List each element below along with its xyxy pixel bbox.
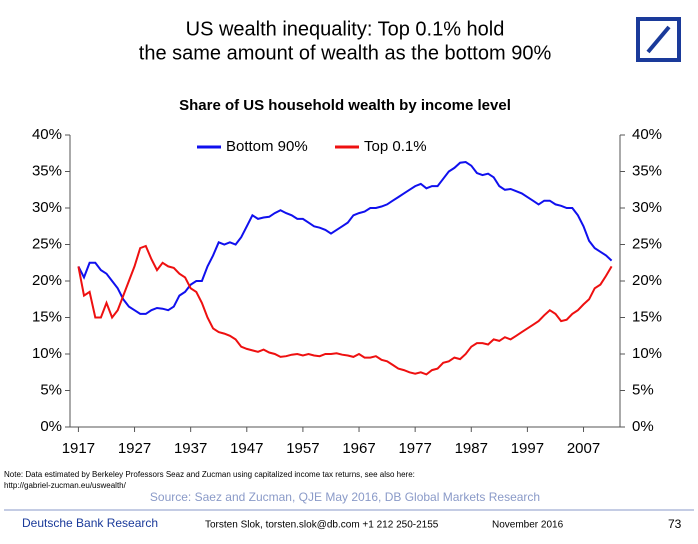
y2-tick-label: 0% — [632, 418, 654, 435]
y-tick-label: 25% — [32, 235, 62, 252]
y2-tick-label: 30% — [632, 199, 662, 216]
x-tick-label: 1937 — [174, 440, 207, 457]
y-tick-label: 20% — [32, 272, 62, 289]
note: http://gabriel-zucman.eu/uswealth/ — [4, 481, 127, 490]
y2-tick-label: 20% — [632, 272, 662, 289]
footer-brand: Deutsche Bank Research — [22, 516, 158, 530]
y2-tick-label: 5% — [632, 381, 654, 398]
headline: the same amount of wealth as the bottom … — [139, 42, 552, 64]
y-tick-label: 30% — [32, 199, 62, 216]
y-tick-label: 40% — [32, 126, 62, 143]
x-tick-label: 1957 — [286, 440, 319, 457]
x-tick-label: 1927 — [118, 440, 151, 457]
x-tick-label: 2007 — [567, 440, 600, 457]
headline: US wealth inequality: Top 0.1% hold — [186, 18, 505, 40]
y2-tick-label: 15% — [632, 308, 662, 325]
y2-tick-label: 35% — [632, 162, 662, 179]
x-tick-label: 1967 — [342, 440, 375, 457]
note: Note: Data estimated by Berkeley Profess… — [4, 470, 415, 479]
y-tick-label: 5% — [40, 381, 62, 398]
source: Source: Saez and Zucman, QJE May 2016, D… — [150, 490, 540, 504]
line-series — [77, 160, 613, 315]
chart-title: Share of US household wealth by income l… — [179, 97, 511, 114]
y-tick-label: 15% — [32, 308, 62, 325]
x-tick-label: 1947 — [230, 440, 263, 457]
footer-page: 73 — [668, 517, 682, 531]
y2-tick-label: 25% — [632, 235, 662, 252]
line-series — [77, 244, 613, 376]
y-tick-label: 10% — [32, 345, 62, 362]
y-tick-label: 35% — [32, 162, 62, 179]
x-tick-label: 1987 — [455, 440, 488, 457]
footer-date: November 2016 — [492, 520, 564, 531]
y2-tick-label: 10% — [632, 345, 662, 362]
legend-label: Bottom 90% — [226, 138, 308, 155]
footer-contact: Torsten Slok, torsten.slok@db.com +1 212… — [205, 520, 439, 531]
y2-tick-label: 40% — [632, 126, 662, 143]
logo — [636, 17, 681, 62]
x-tick-label: 1997 — [511, 440, 544, 457]
x-tick-label: 1977 — [398, 440, 431, 457]
y-tick-label: 0% — [40, 418, 62, 435]
legend-label: Top 0.1% — [364, 138, 427, 155]
x-tick-label: 1917 — [62, 440, 95, 457]
